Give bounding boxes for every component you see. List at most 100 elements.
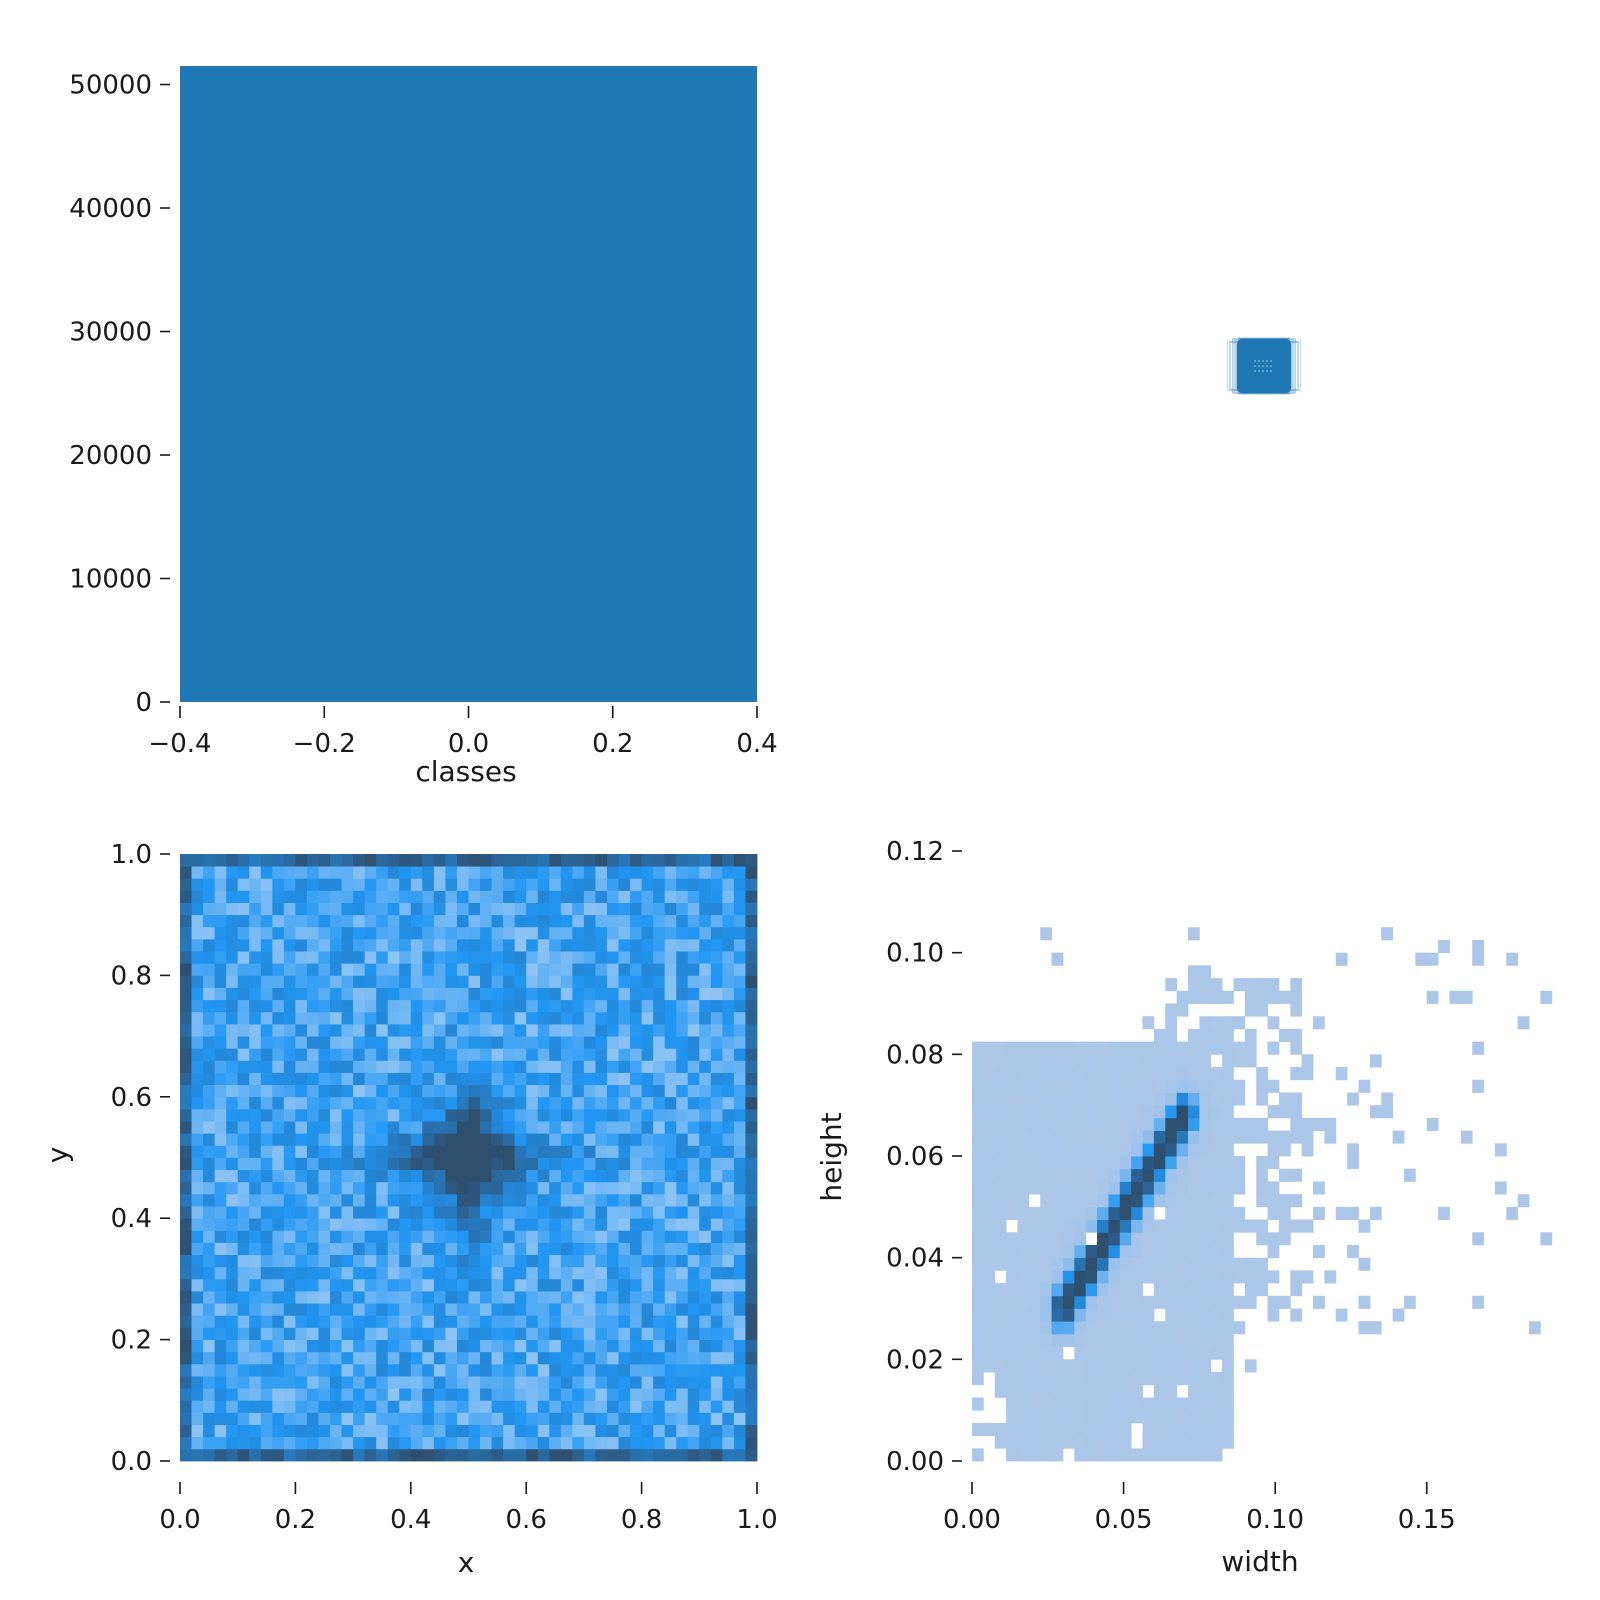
xy-heatmap-cell: [272, 1206, 285, 1219]
wh-heatmap-cell: [1097, 1372, 1109, 1386]
wh-heatmap-cell: [1006, 1194, 1018, 1208]
xy-heatmap-cell: [618, 1145, 631, 1158]
xy-heatmap-cell: [630, 1218, 642, 1231]
xy-heatmap-cell: [606, 1157, 619, 1171]
xy-heatmap-cell: [260, 926, 273, 940]
xy-heatmap-cell: [272, 1096, 285, 1110]
wh-heatmap-cell: [1153, 1321, 1166, 1335]
wh-heatmap-cell: [1017, 1130, 1030, 1144]
xy-heatmap-cell: [572, 1254, 585, 1268]
wh-heatmap-cell: [1222, 1117, 1234, 1131]
xy-heatmap-cell: [433, 1048, 446, 1061]
wh-heatmap-cell: [1176, 1041, 1189, 1055]
xy-heatmap-cell: [399, 1412, 412, 1425]
xy-heatmap-cell: [664, 1084, 677, 1098]
xy-heatmap-cell: [191, 1315, 204, 1328]
wh-heatmap-cell: [1062, 1117, 1075, 1131]
xy-heatmap-cell: [653, 1108, 666, 1122]
xy-heatmap-cell: [387, 1084, 400, 1098]
xy-heatmap-cell: [283, 1036, 296, 1049]
xy-heatmap-cell: [676, 1266, 689, 1280]
wh-heatmap-cell: [1108, 1206, 1121, 1220]
box-outline: [1232, 337, 1296, 395]
xy-heatmap-cell: [226, 1242, 239, 1256]
wh-heatmap-cell: [1040, 1105, 1052, 1119]
xy-heatmap-cell: [595, 1266, 608, 1280]
xy-heatmap-cell: [641, 999, 654, 1013]
xy-heatmap-cell: [468, 1412, 481, 1425]
wh-heatmap-cell: [1051, 1448, 1064, 1462]
xy-heatmap-cell: [664, 1242, 677, 1256]
xy-heatmap-cell: [733, 1084, 746, 1098]
wh-heatmap-cell: [1188, 1448, 1200, 1462]
xy-heatmap-cell: [468, 1060, 481, 1073]
xy-heatmap-cell: [491, 1157, 504, 1171]
xy-heatmap-cell: [249, 1181, 262, 1195]
xy-heatmap-cell: [237, 1327, 250, 1340]
xy-heatmap-cell: [249, 1278, 262, 1292]
xy-heatmap-cell: [306, 1023, 319, 1037]
xy-heatmap-cell: [745, 1351, 758, 1365]
wh-heatmap-cell: [1051, 1295, 1064, 1309]
xy-heatmap-cell: [422, 1169, 435, 1183]
wh-heatmap-cell: [1381, 1092, 1394, 1106]
wh-heatmap-cell: [1176, 1079, 1189, 1093]
wh-heatmap-cell: [1006, 1244, 1018, 1259]
xy-heatmap-cell: [583, 1400, 596, 1413]
wh-heatmap-cell: [1074, 1244, 1087, 1259]
xy-heatmap-cell: [237, 1436, 250, 1450]
xy-heatmap-cell: [376, 1339, 389, 1353]
xy-heatmap-cell: [364, 1242, 377, 1256]
xy-heatmap-cell: [318, 1036, 331, 1049]
xy-heatmap-cell: [733, 999, 746, 1013]
wh-heatmap-cell: [1085, 1130, 1098, 1144]
xy-heatmap-cell: [260, 1266, 273, 1280]
wh-heatmap-cell: [1210, 1168, 1223, 1182]
wh-heatmap-cell: [1233, 1181, 1246, 1195]
xy-heatmap-cell: [514, 1072, 527, 1086]
wh-heatmap-cell: [1290, 1194, 1303, 1208]
xy-heatmap-cell: [387, 1072, 400, 1086]
xy-heatmap-cell: [180, 1400, 192, 1413]
wh-heatmap-cell: [1176, 1232, 1189, 1246]
xy-x-tick-label: 0.2: [275, 1505, 316, 1535]
wh-x-ticks: 0.00 0.05 0.10 0.15: [943, 1482, 1456, 1535]
wh-heatmap-cell: [972, 1308, 984, 1322]
xy-heatmap-cell: [180, 1011, 192, 1025]
wh-heatmap-cell: [1244, 1054, 1257, 1068]
wh-heatmap-cell: [1051, 1067, 1064, 1081]
xy-heatmap-cell: [353, 854, 366, 867]
xy-heatmap-cell: [410, 1181, 423, 1195]
wh-heatmap-cell: [1131, 1041, 1143, 1055]
xy-heatmap-cell: [410, 975, 423, 988]
xy-heatmap-cell: [699, 1096, 712, 1110]
xy-heatmap-cell: [214, 1339, 227, 1353]
xy-heatmap-cell: [399, 938, 412, 952]
xy-heatmap-cell: [456, 1181, 469, 1195]
xy-heatmap-cell: [537, 1266, 550, 1280]
xy-heatmap-cell: [306, 1363, 319, 1377]
xy-heatmap-cell: [699, 1448, 712, 1462]
xy-heatmap-cell: [330, 1072, 342, 1086]
xy-heatmap-cell: [733, 1291, 746, 1304]
xy-heatmap-cell: [191, 975, 204, 988]
wh-heatmap-cell: [983, 1130, 996, 1144]
xy-heatmap-cell: [353, 926, 366, 940]
xy-heatmap-cell: [410, 1303, 423, 1316]
xy-heatmap-cell: [249, 1133, 262, 1146]
xy-heatmap-cell: [341, 1400, 354, 1413]
xy-heatmap-cell: [641, 854, 654, 867]
xy-heatmap-cell: [445, 951, 458, 964]
xy-heatmap-cell: [330, 987, 342, 1001]
xy-heatmap-cell: [710, 1315, 723, 1328]
xy-heatmap-cell: [180, 1376, 192, 1389]
xy-heatmap-cell: [549, 951, 562, 964]
xy-heatmap-cell: [537, 1448, 550, 1462]
xy-heatmap-cell: [641, 1072, 654, 1086]
wh-heatmap-cell: [1062, 1168, 1075, 1182]
xy-heatmap-cell: [445, 1193, 458, 1207]
xy-heatmap-cell: [330, 1230, 342, 1243]
wh-heatmap-cell: [1051, 1244, 1064, 1259]
xy-heatmap-cell: [180, 1351, 192, 1365]
xy-heatmap-cell: [664, 1023, 677, 1037]
